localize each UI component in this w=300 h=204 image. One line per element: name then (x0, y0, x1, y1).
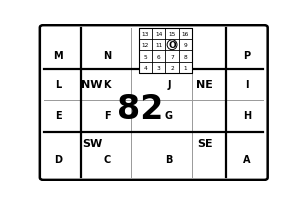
Text: I: I (245, 79, 248, 89)
Text: O: O (168, 41, 176, 50)
Text: 13: 13 (142, 32, 149, 37)
Text: 8: 8 (184, 54, 187, 59)
Bar (139, 28, 192, 74)
Text: D: D (54, 155, 62, 165)
Text: 11: 11 (155, 43, 162, 48)
Text: 12: 12 (142, 43, 149, 48)
Text: 14: 14 (155, 32, 162, 37)
Text: 4: 4 (143, 66, 147, 71)
Text: 7: 7 (170, 54, 174, 59)
Text: 3: 3 (157, 66, 160, 71)
Text: 9: 9 (184, 43, 187, 48)
Text: NW: NW (81, 80, 103, 90)
Text: SW: SW (82, 138, 102, 148)
Text: H: H (243, 111, 251, 121)
Text: C: C (103, 155, 111, 165)
Text: E: E (55, 111, 62, 121)
Text: 82: 82 (117, 92, 163, 125)
Text: G: G (165, 111, 173, 121)
Text: N: N (103, 51, 111, 61)
Text: 6: 6 (157, 54, 160, 59)
Text: B: B (165, 155, 172, 165)
Text: P: P (243, 51, 250, 61)
Text: L: L (55, 79, 61, 89)
Text: J: J (167, 79, 171, 89)
Text: K: K (103, 79, 111, 89)
FancyBboxPatch shape (40, 26, 268, 180)
Text: 5: 5 (143, 54, 147, 59)
Text: 2: 2 (170, 66, 174, 71)
Text: 1: 1 (184, 66, 187, 71)
Text: F: F (104, 111, 111, 121)
Text: M: M (54, 51, 63, 61)
Text: A: A (243, 155, 250, 165)
Text: 16: 16 (182, 32, 189, 37)
Text: NE: NE (196, 80, 213, 90)
Text: SE: SE (197, 138, 213, 148)
Text: 15: 15 (168, 32, 176, 37)
